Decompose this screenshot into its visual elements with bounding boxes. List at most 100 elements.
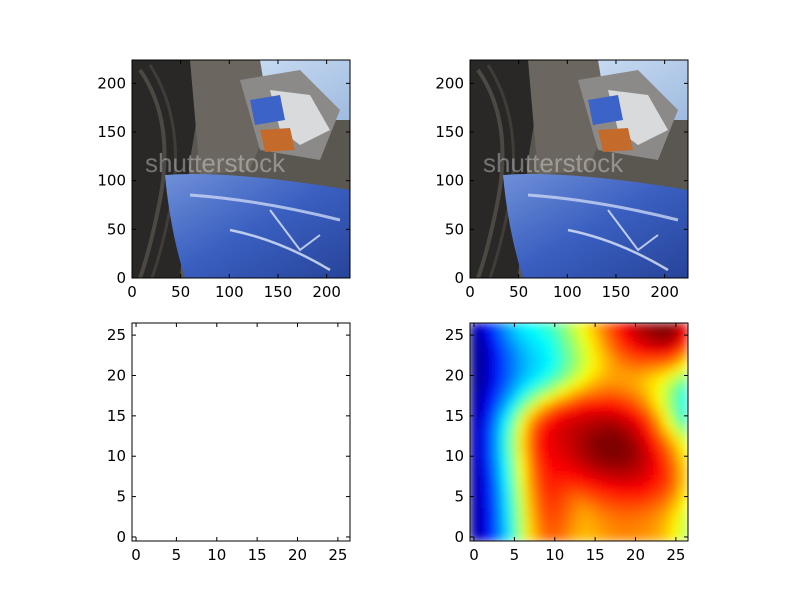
heatmap-cell xyxy=(622,395,632,405)
heatmap-cell xyxy=(663,459,673,469)
heatmap-cell xyxy=(671,508,681,518)
heatmap-cell xyxy=(477,467,487,477)
heatmap-cell xyxy=(517,387,528,397)
heatmap-cell xyxy=(550,427,560,437)
heatmap-cell xyxy=(582,370,592,381)
heatmap-cell xyxy=(558,370,568,381)
heatmap-cell xyxy=(558,435,568,445)
heatmap-cell xyxy=(542,362,552,372)
heatmap-cell xyxy=(606,330,616,340)
x-tick-label: 0 xyxy=(131,546,141,564)
heatmap-cell xyxy=(526,508,536,518)
heatmap-cell xyxy=(470,403,479,413)
heatmap-cell xyxy=(509,387,519,397)
heatmap-cell xyxy=(509,379,519,389)
heatmap-cell xyxy=(622,387,632,397)
heatmap-cell xyxy=(671,387,681,397)
heatmap-cell xyxy=(655,427,665,437)
heatmap-cell xyxy=(582,443,592,453)
heatmap-cell xyxy=(509,443,519,453)
heatmap-cell xyxy=(558,443,568,453)
heatmap-cell xyxy=(630,516,641,526)
heatmap-cell xyxy=(542,354,552,364)
heatmap-cell xyxy=(598,443,608,453)
heatmap-cell xyxy=(558,516,568,526)
heatmap-cell xyxy=(679,403,688,413)
heatmap-cell xyxy=(550,459,560,469)
heatmap-cell xyxy=(470,492,479,502)
heatmap-cell xyxy=(501,500,511,510)
heatmap-cell xyxy=(526,411,536,421)
heatmap-cell xyxy=(470,387,479,397)
heatmap-cell xyxy=(590,387,600,397)
heatmap-cell xyxy=(542,524,552,534)
heatmap-cell xyxy=(534,395,544,405)
heatmap-cell xyxy=(477,354,487,364)
heatmap-cell xyxy=(663,435,673,445)
heatmap-cell xyxy=(679,379,688,389)
heatmap-cell xyxy=(526,435,536,445)
heatmap-cell xyxy=(534,427,544,437)
heatmap-cell xyxy=(550,483,560,494)
heatmap-cell xyxy=(542,379,552,389)
heatmap-cell xyxy=(526,346,536,356)
heatmap-cell xyxy=(671,524,681,534)
x-tick-label: 20 xyxy=(288,546,307,564)
heatmap-cell xyxy=(501,483,511,494)
heatmap-panel-bottom-right xyxy=(469,322,689,542)
heatmap-cell xyxy=(558,524,568,534)
heatmap-cell xyxy=(485,500,495,510)
heatmap-cell xyxy=(493,362,503,372)
heatmap-cell xyxy=(590,370,600,381)
heatmap-cell xyxy=(590,419,600,429)
heatmap-cell xyxy=(477,532,487,541)
heatmap-cell xyxy=(485,395,495,405)
heatmap-cell xyxy=(550,524,560,534)
heatmap-cell xyxy=(590,500,600,510)
heatmap-cell xyxy=(509,524,519,534)
heatmap-cell xyxy=(574,370,584,381)
heatmap-cell xyxy=(542,475,552,485)
heatmap-cell xyxy=(630,419,641,429)
heatmap-cell xyxy=(639,508,649,518)
heatmap-cell xyxy=(663,323,673,332)
heatmap-cell xyxy=(542,419,552,429)
heatmap-cell xyxy=(671,395,681,405)
heatmap-cell xyxy=(622,516,632,526)
heatmap-cell xyxy=(622,362,632,372)
heatmap-cell xyxy=(477,370,487,381)
heatmap-cell xyxy=(550,379,560,389)
heatmap-cell xyxy=(526,379,536,389)
heatmap-cell xyxy=(501,411,511,421)
heatmap-cell xyxy=(671,516,681,526)
heatmap-cell xyxy=(582,475,592,485)
heatmap-cell xyxy=(630,403,641,413)
heatmap-cell xyxy=(501,338,511,348)
heatmap-cell xyxy=(679,492,688,502)
heatmap-cell xyxy=(485,467,495,477)
heatmap-cell xyxy=(534,330,544,340)
heatmap-cell xyxy=(574,387,584,397)
heatmap-cell xyxy=(566,323,576,332)
heatmap-cell xyxy=(485,379,495,389)
heatmap-cell xyxy=(582,516,592,526)
heatmap-cell xyxy=(470,451,479,461)
heatmap-cell xyxy=(477,443,487,453)
heatmap-cell xyxy=(574,459,584,469)
heatmap-cell xyxy=(582,411,592,421)
heatmap-cell xyxy=(574,362,584,372)
heatmap-cell xyxy=(639,483,649,494)
heatmap-cell xyxy=(671,419,681,429)
heatmap-cell xyxy=(542,459,552,469)
heatmap-cell xyxy=(566,467,576,477)
heatmap-cell xyxy=(647,338,657,348)
heatmap-cell xyxy=(542,500,552,510)
heatmap-cell xyxy=(574,435,584,445)
heatmap-cell xyxy=(493,346,503,356)
heatmap-cell xyxy=(493,492,503,502)
heatmap-cell xyxy=(558,411,568,421)
heatmap-cell xyxy=(655,451,665,461)
heatmap-cells-smooth xyxy=(470,323,688,541)
heatmap-cell xyxy=(477,500,487,510)
heatmap-cell xyxy=(470,330,479,340)
